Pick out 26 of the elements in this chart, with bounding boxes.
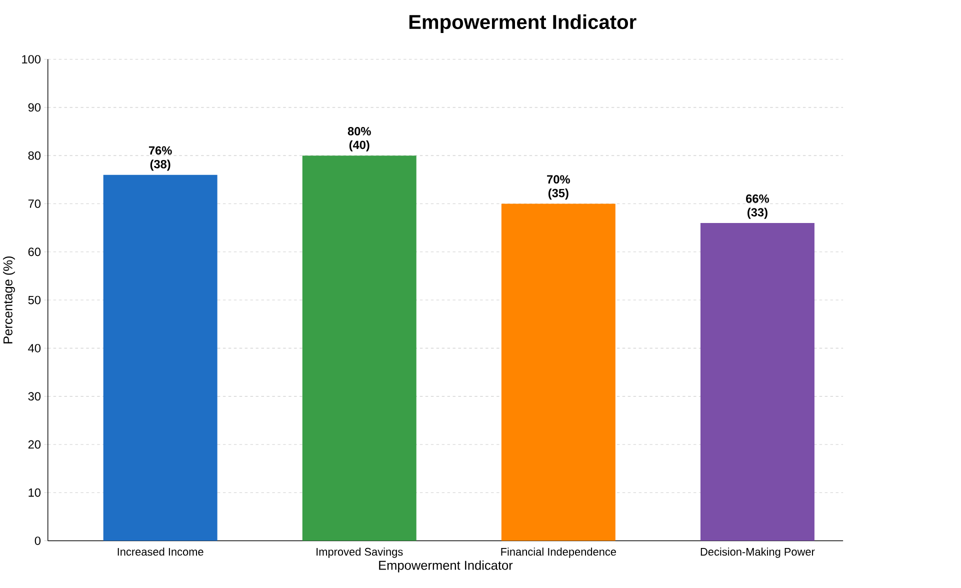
y-tick-label: 10: [28, 488, 41, 497]
y-tick-label: 90: [28, 103, 41, 112]
y-tick-label: 70: [28, 199, 41, 208]
x-tick-label: Increased Income: [118, 548, 204, 556]
x-tick-label: Improved Savings: [316, 548, 403, 558]
y-tick-label: 50: [28, 296, 41, 304]
y-tick-label: 20: [28, 440, 41, 449]
x-axis-title: Empowerment Indicator: [379, 560, 513, 572]
bar: [103, 174, 218, 541]
data-label: 70% (35): [547, 175, 570, 200]
y-tick-label: 80: [28, 151, 41, 160]
y-tick-label: 40: [28, 344, 41, 352]
y-tick-label: 30: [28, 392, 41, 400]
chart-title: Empowerment Indicator: [409, 14, 636, 33]
y-tick-label: 60: [28, 248, 41, 256]
y-tick-label: 0: [34, 536, 41, 545]
y-axis-title: Percentage (%): [3, 256, 15, 344]
x-tick-label: Decision-Making Power: [700, 548, 815, 558]
bar: [302, 155, 416, 541]
data-label: 66% (33): [746, 194, 770, 219]
y-tick-label: 100: [22, 54, 41, 64]
bar: [700, 222, 814, 541]
data-label: 80% (40): [348, 126, 371, 152]
bar: [501, 204, 616, 541]
x-tick-label: Financial Independence: [501, 548, 616, 558]
data-label: 76% (38): [148, 146, 172, 171]
